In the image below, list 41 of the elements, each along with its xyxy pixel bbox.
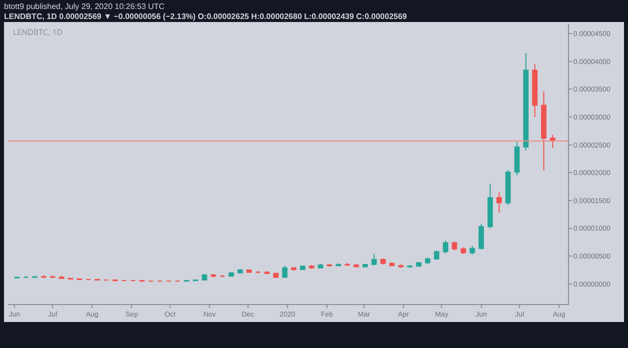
candlestick bbox=[460, 246, 466, 254]
annotation: LENDBTC, 1D bbox=[13, 27, 63, 38]
candlestick bbox=[86, 278, 92, 281]
candlestick bbox=[246, 268, 252, 274]
candlestick bbox=[273, 272, 279, 278]
candlestick bbox=[380, 258, 386, 265]
candlestick bbox=[541, 90, 546, 171]
candlestick bbox=[300, 265, 306, 271]
candlestick bbox=[452, 241, 458, 252]
candlestick bbox=[282, 265, 288, 278]
candlestick bbox=[23, 276, 29, 278]
candlestick bbox=[416, 261, 422, 268]
candlestick bbox=[202, 273, 208, 281]
candlestick bbox=[58, 275, 64, 279]
candlestick bbox=[354, 263, 359, 268]
candlestick bbox=[470, 246, 476, 255]
candlestick bbox=[505, 169, 511, 206]
candlestick bbox=[532, 64, 538, 118]
candlestick bbox=[434, 250, 440, 261]
candlestick bbox=[41, 274, 46, 278]
candlestick bbox=[371, 253, 377, 266]
candlestick bbox=[32, 276, 38, 278]
chart-title: btott9 published, July 29, 2020 10:26:53 UTC bbox=[4, 2, 166, 12]
candlestick bbox=[407, 264, 413, 268]
chart-subtitle: LENDBTC, 1D 0.00002569 ▼ −0.00000056 (−2.13%) O:0.00002625 H:0.00002680 L:0.00002439 C:0.00002569 bbox=[4, 12, 407, 22]
candlestick bbox=[308, 264, 314, 270]
candlestick bbox=[478, 223, 484, 250]
candlestick bbox=[255, 270, 261, 274]
candlestick bbox=[488, 183, 493, 229]
candlestick bbox=[523, 52, 529, 151]
candlestick bbox=[398, 264, 404, 268]
candlestick bbox=[50, 275, 56, 278]
candlestick bbox=[442, 240, 448, 254]
candlestick bbox=[220, 274, 225, 278]
candlestick bbox=[514, 142, 520, 176]
candlestick bbox=[210, 273, 216, 278]
candlestick bbox=[237, 268, 243, 274]
candlestick bbox=[496, 192, 502, 214]
candlestick bbox=[318, 263, 324, 269]
candlestick bbox=[550, 134, 556, 149]
candlestick bbox=[424, 256, 430, 264]
